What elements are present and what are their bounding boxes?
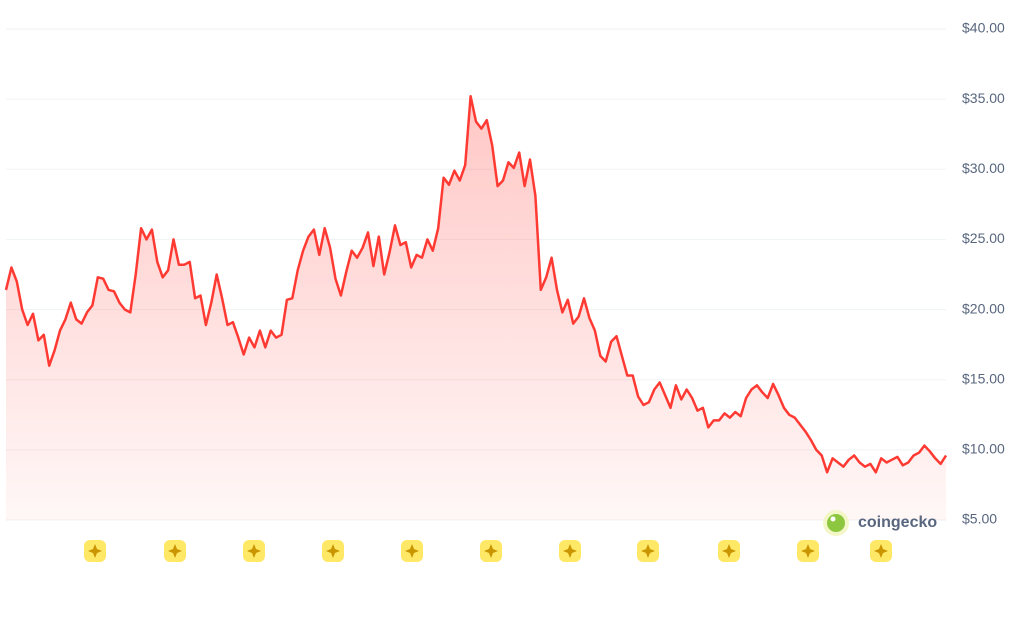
marker-star [247,544,261,558]
y-tick-label: $10.00 [962,441,1005,457]
event-marker [559,540,581,562]
price-line [4,95,948,474]
marker-star [874,544,888,558]
marker-star [641,544,655,558]
marker-star [801,544,815,558]
watermark-logo: coingecko [823,510,937,536]
marker-star [484,544,498,558]
event-marker [480,540,502,562]
marker-star [405,544,419,558]
marker-star [88,544,102,558]
event-marker [401,540,423,562]
event-marker [164,540,186,562]
marker-star [168,544,182,558]
event-marker [322,540,344,562]
event-marker [637,540,659,562]
event-marker [718,540,740,562]
y-tick-label: $15.00 [962,370,1005,386]
y-tick-label: $25.00 [962,230,1005,246]
event-marker [797,540,819,562]
event-marker [870,540,892,562]
plot [4,95,948,521]
marker-star [722,544,736,558]
event-marker [243,540,265,562]
y-tick-label: $40.00 [962,20,1005,36]
logo-eye [830,516,836,522]
area-fill [6,96,946,521]
event-markers [84,540,892,562]
marker-star [563,544,577,558]
event-marker [84,540,106,562]
y-tick-label: $20.00 [962,300,1005,316]
logo-icon [827,514,845,532]
marker-star [326,544,340,558]
watermark: coingecko [858,514,937,531]
y-tick-label: $5.00 [962,511,997,527]
y-tick-label: $35.00 [962,90,1005,106]
y-tick-label: $30.00 [962,160,1005,176]
